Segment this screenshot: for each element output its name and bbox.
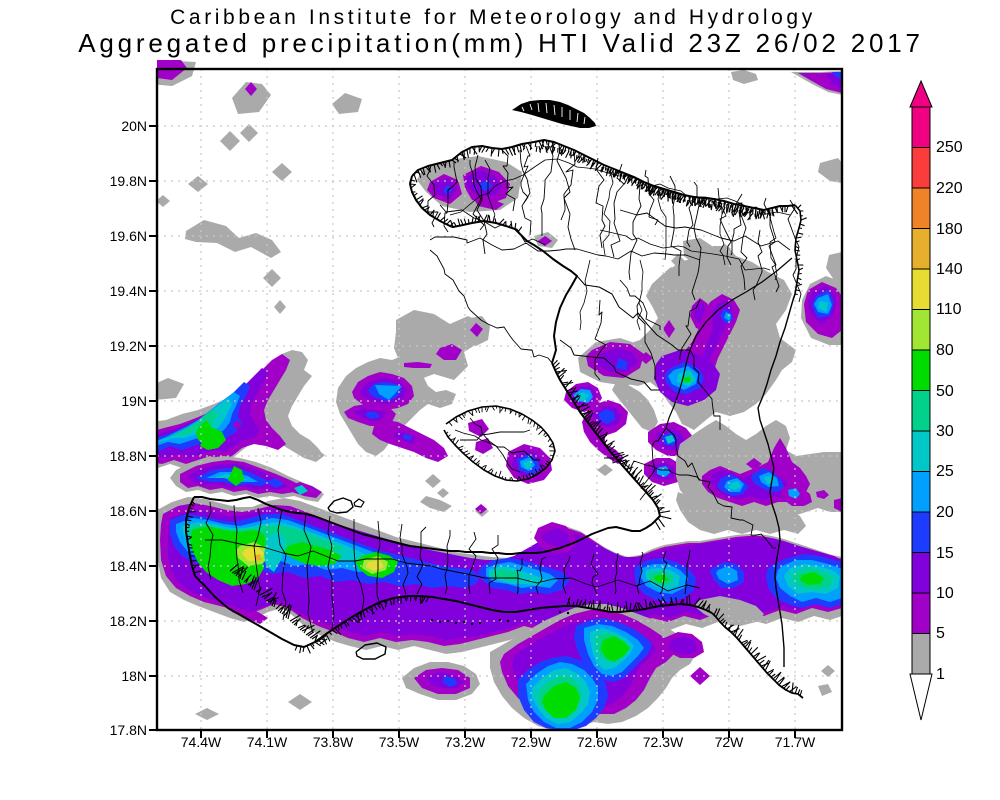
svg-text:20: 20 — [936, 504, 954, 521]
svg-text:1: 1 — [936, 666, 945, 683]
svg-text:17.8N: 17.8N — [110, 722, 147, 738]
svg-text:Caribbean Institute for Meteor: Caribbean Institute for Meteorology and … — [170, 6, 816, 29]
svg-text:18.6N: 18.6N — [110, 503, 147, 519]
svg-text:15: 15 — [936, 545, 954, 562]
svg-text:72.3W: 72.3W — [643, 734, 684, 750]
svg-text:19.6N: 19.6N — [110, 228, 147, 244]
svg-text:19.2N: 19.2N — [110, 338, 147, 354]
svg-text:18.2N: 18.2N — [110, 613, 147, 629]
svg-text:10: 10 — [936, 585, 954, 602]
svg-text:220: 220 — [936, 180, 963, 197]
svg-text:72.6W: 72.6W — [577, 734, 618, 750]
svg-text:73.5W: 73.5W — [379, 734, 420, 750]
svg-text:74.1W: 74.1W — [247, 734, 288, 750]
svg-text:110: 110 — [936, 301, 962, 318]
svg-text:25: 25 — [936, 463, 954, 480]
svg-text:140: 140 — [936, 261, 963, 278]
svg-text:50: 50 — [936, 383, 954, 400]
svg-text:73.8W: 73.8W — [313, 734, 354, 750]
svg-text:18N: 18N — [121, 668, 147, 684]
svg-text:20N: 20N — [121, 118, 147, 134]
svg-text:30: 30 — [936, 423, 954, 440]
svg-text:18.8N: 18.8N — [110, 448, 147, 464]
svg-text:Aggregated precipitation(mm) H: Aggregated precipitation(mm) HTI Valid 2… — [78, 28, 923, 58]
svg-text:19N: 19N — [121, 393, 147, 409]
svg-text:74.4W: 74.4W — [181, 734, 222, 750]
svg-text:18.4N: 18.4N — [110, 558, 147, 574]
svg-text:250: 250 — [936, 139, 963, 156]
svg-text:71.7W: 71.7W — [775, 734, 816, 750]
svg-text:73.2W: 73.2W — [445, 734, 486, 750]
svg-text:19.4N: 19.4N — [110, 283, 147, 299]
svg-text:180: 180 — [936, 221, 963, 238]
svg-text:72W: 72W — [715, 734, 745, 750]
svg-text:19.8N: 19.8N — [110, 173, 147, 189]
svg-text:5: 5 — [936, 625, 945, 642]
svg-text:72.9W: 72.9W — [511, 734, 552, 750]
svg-text:80: 80 — [936, 342, 954, 359]
